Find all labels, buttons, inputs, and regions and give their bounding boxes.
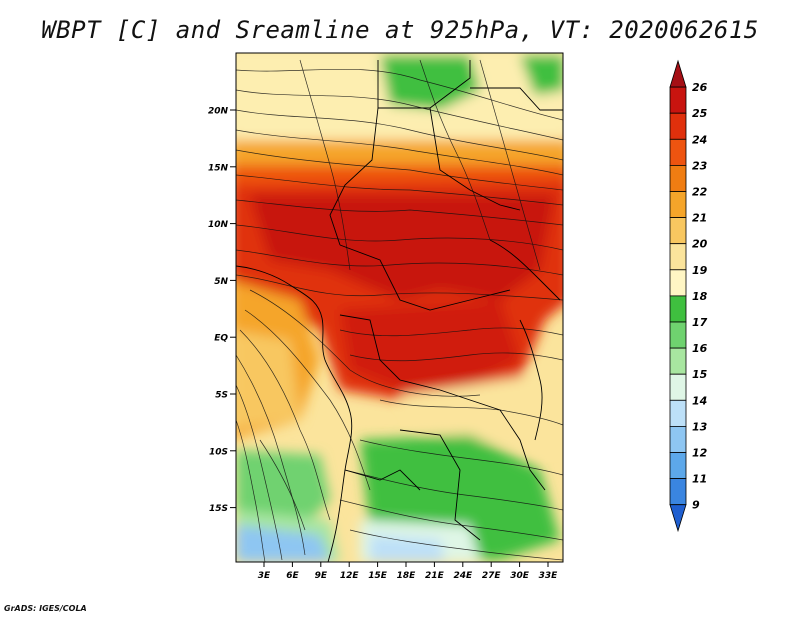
colorbar-swatch [669,138,687,166]
colorbar-label: 13 [692,420,708,433]
colorbar-label: 23 [692,159,708,172]
colorbar-label: 12 [692,447,708,460]
longitude-axis: 3E 6E 9E 12E 15E 18E 21E 24E 27E 30E 33E [258,562,558,581]
colorbar-swatch [669,164,687,192]
colorbar-swatch [669,347,687,375]
lat-tick-label: EQ [214,334,228,344]
colorbar-label: 21 [692,212,707,225]
lat-tick-label: 5S [215,391,228,401]
lon-tick-label: 24E [453,571,473,581]
colorbar-label: 9 [692,499,700,512]
colorbar-swatch [669,86,687,114]
lat-tick-label: 20N [208,107,229,117]
colorbar-swatch [669,373,687,401]
colorbar-label: 18 [692,290,708,303]
lat-tick-label: 15S [209,504,228,514]
colorbar-swatch [669,425,687,453]
colorbar-label: 14 [692,394,707,407]
lat-tick-label: 10N [208,220,229,230]
colorbar-swatch [669,399,687,427]
country-borders [236,60,563,562]
grads-credit: GrADS: IGES/COLA [4,604,87,613]
colorbar-swatch [669,243,687,271]
colorbar-label: 16 [692,342,708,355]
colorbar-swatch [669,452,687,480]
colorbar-label: 19 [692,264,708,277]
latitude-axis: 20N 15N 10N 5N EQ 5S 10S 15S [208,107,236,514]
lon-tick-label: 33E [539,571,559,581]
wbpt-shaded-field [236,53,563,562]
colorbar-label: 26 [692,81,708,94]
lat-tick-label: 15N [208,163,229,173]
colorbar-swatch [669,112,687,140]
lat-tick-label: 10S [209,447,228,457]
colorbar-swatch [669,321,687,349]
colorbar-label: 25 [692,107,708,120]
lon-tick-label: 15E [368,571,388,581]
lon-tick-label: 9E [315,571,328,581]
colorbar-top-arrow [669,59,687,88]
colorbar-label: 17 [692,316,708,329]
colorbar-swatch [669,295,687,323]
colorbar-swatch [669,478,687,506]
colorbar-label: 22 [692,186,708,199]
lon-tick-label: 27E [482,571,502,581]
colorbar-bottom-arrow [669,504,687,533]
lon-tick-label: 12E [340,571,360,581]
map-frame [235,52,564,563]
colorbar-label: 20 [692,238,708,251]
lon-tick-label: 3E [258,571,271,581]
colorbar-swatch [669,191,687,219]
colorbar-label: 15 [692,368,708,381]
streamlines [236,59,563,562]
lat-tick-label: 5N [214,277,228,287]
lon-tick-label: 6E [286,571,299,581]
colorbar: 26 25 24 23 22 21 20 19 18 17 16 15 14 13 12 11 9 [669,59,708,533]
colorbar-label: 11 [692,473,707,486]
lon-tick-label: 30E [510,571,530,581]
colorbar-swatch [669,269,687,297]
lon-tick-label: 18E [397,571,417,581]
colorbar-label: 24 [692,133,707,146]
chart-title: WBPT [C] and Sreamline at 925hPa, VT: 20… [41,16,759,44]
lon-tick-label: 21E [425,571,445,581]
colorbar-swatch [669,217,687,245]
